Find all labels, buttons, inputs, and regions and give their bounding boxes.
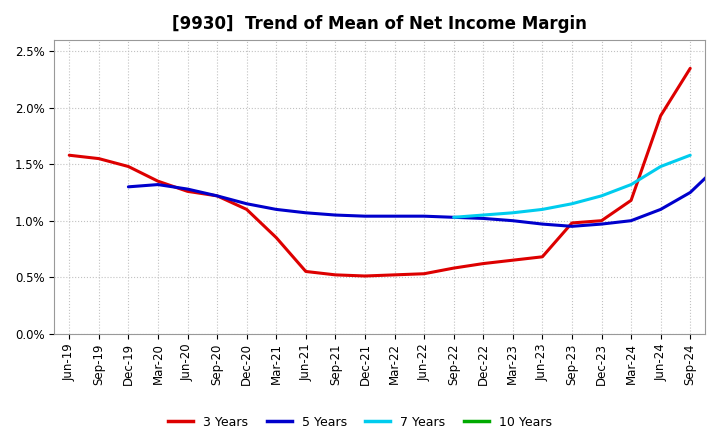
5 Years (302, 210, 310, 216)
3 Years (302, 269, 310, 274)
5 Years (213, 193, 222, 198)
3 Years (243, 207, 251, 212)
5 Years (686, 190, 695, 195)
5 Years (153, 182, 162, 187)
Line: 3 Years: 3 Years (69, 68, 690, 276)
Title: [9930]  Trend of Mean of Net Income Margin: [9930] Trend of Mean of Net Income Margi… (172, 15, 588, 33)
7 Years (657, 164, 665, 169)
5 Years (124, 184, 132, 190)
5 Years (449, 215, 458, 220)
3 Years (65, 153, 73, 158)
3 Years (213, 193, 222, 198)
3 Years (479, 261, 487, 266)
3 Years (626, 198, 635, 203)
3 Years (94, 156, 103, 161)
7 Years (479, 213, 487, 218)
5 Years (479, 216, 487, 221)
3 Years (390, 272, 399, 278)
5 Years (657, 207, 665, 212)
5 Years (420, 213, 428, 219)
5 Years (390, 213, 399, 219)
Legend: 3 Years, 5 Years, 7 Years, 10 Years: 3 Years, 5 Years, 7 Years, 10 Years (163, 411, 557, 434)
3 Years (124, 164, 132, 169)
Line: 7 Years: 7 Years (454, 155, 690, 217)
5 Years (538, 221, 546, 227)
3 Years (272, 235, 281, 240)
3 Years (567, 220, 576, 226)
7 Years (508, 210, 517, 216)
3 Years (420, 271, 428, 276)
5 Years (331, 213, 340, 218)
Line: 5 Years: 5 Years (128, 158, 720, 226)
3 Years (449, 265, 458, 271)
3 Years (153, 179, 162, 184)
5 Years (243, 201, 251, 206)
3 Years (597, 218, 606, 224)
7 Years (449, 215, 458, 220)
3 Years (183, 189, 192, 194)
5 Years (272, 207, 281, 212)
3 Years (538, 254, 546, 260)
7 Years (626, 182, 635, 187)
5 Years (183, 187, 192, 192)
3 Years (508, 257, 517, 263)
7 Years (538, 207, 546, 212)
3 Years (361, 273, 369, 279)
5 Years (508, 218, 517, 224)
5 Years (716, 161, 720, 167)
5 Years (626, 218, 635, 224)
3 Years (331, 272, 340, 278)
7 Years (567, 201, 576, 206)
3 Years (657, 113, 665, 118)
7 Years (597, 193, 606, 198)
3 Years (686, 66, 695, 71)
5 Years (361, 213, 369, 219)
5 Years (567, 224, 576, 229)
7 Years (686, 153, 695, 158)
5 Years (597, 221, 606, 227)
